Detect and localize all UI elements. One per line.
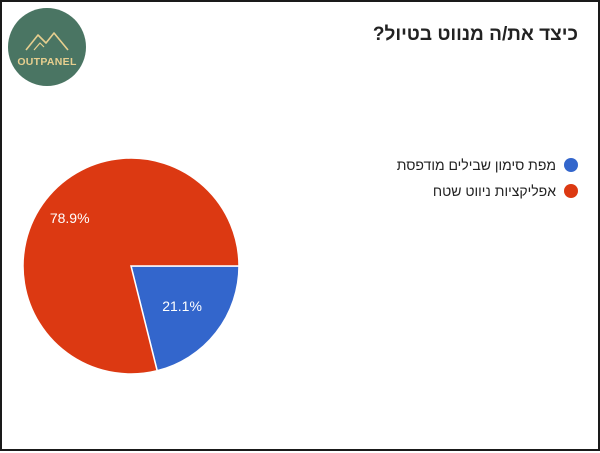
slice-data-label: 21.1% — [162, 298, 202, 314]
chart-legend: מפת סימון שבילים מודפסת אפליקציות ניווט … — [397, 152, 578, 204]
legend-item: אפליקציות ניווט שטח — [397, 178, 578, 204]
legend-item: מפת סימון שבילים מודפסת — [397, 152, 578, 178]
chart-title: כיצד את/ה מנווט בטיול? — [372, 24, 578, 45]
slice-data-label: 78.9% — [50, 210, 90, 226]
mountain-icon — [25, 32, 69, 51]
legend-label: אפליקציות ניווט שטח — [432, 183, 556, 199]
outpanel-logo: OUTPANEL — [8, 8, 86, 86]
legend-swatch — [564, 158, 578, 172]
logo-text: OUTPANEL — [17, 56, 77, 68]
pie-slice — [22, 157, 240, 375]
legend-label: מפת סימון שבילים מודפסת — [396, 157, 556, 173]
pie-slice — [130, 265, 240, 372]
legend-swatch — [564, 184, 578, 198]
